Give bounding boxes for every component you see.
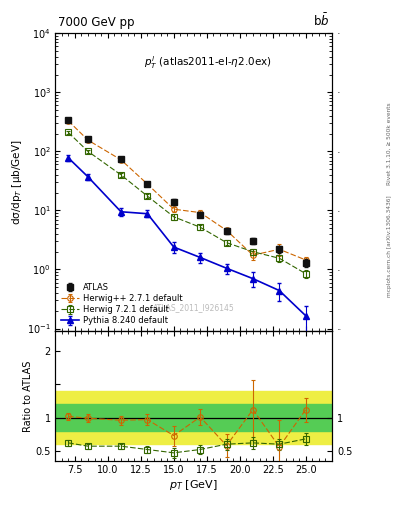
Y-axis label: dσ/dp$_T$ [μb/GeV]: dσ/dp$_T$ [μb/GeV] xyxy=(10,140,24,225)
Text: ATLAS_2011_I926145: ATLAS_2011_I926145 xyxy=(152,303,235,312)
Text: Rivet 3.1.10, ≥ 500k events: Rivet 3.1.10, ≥ 500k events xyxy=(387,102,392,185)
X-axis label: $p_T$ [GeV]: $p_T$ [GeV] xyxy=(169,478,218,492)
Text: 7000 GeV pp: 7000 GeV pp xyxy=(58,16,134,29)
Legend: ATLAS, Herwig++ 2.7.1 default, Herwig 7.2.1 default, Pythia 8.240 default: ATLAS, Herwig++ 2.7.1 default, Herwig 7.… xyxy=(59,282,184,327)
Text: b$\bar{b}$: b$\bar{b}$ xyxy=(313,12,329,29)
Text: mcplots.cern.ch [arXiv:1306.3436]: mcplots.cern.ch [arXiv:1306.3436] xyxy=(387,195,392,296)
Text: $p_T^l$ (atlas2011-el-$\eta$2.0ex): $p_T^l$ (atlas2011-el-$\eta$2.0ex) xyxy=(143,54,271,71)
Y-axis label: Ratio to ATLAS: Ratio to ATLAS xyxy=(23,360,33,432)
Bar xyxy=(55,404,332,431)
Bar xyxy=(55,391,332,444)
